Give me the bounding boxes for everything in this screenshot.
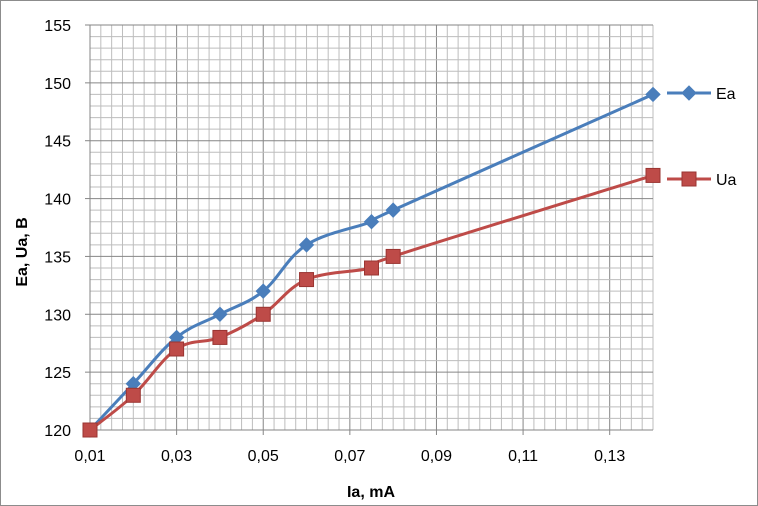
series-ua — [82, 167, 661, 438]
legend-marker-ea — [681, 85, 697, 101]
y-tick-label: 145 — [44, 134, 71, 151]
legend: Ea Ua — [667, 85, 737, 189]
data-point-ua — [299, 272, 315, 288]
data-point-ea — [363, 214, 380, 230]
x-tick-label: 0,09 — [421, 448, 452, 465]
data-point-ea — [298, 237, 315, 253]
series-group — [82, 86, 661, 438]
x-tick-label: 0,11 — [508, 448, 538, 465]
x-axis-title: Ia, mA — [347, 484, 395, 501]
x-tick-label: 0,07 — [334, 448, 365, 465]
y-tick-label: 130 — [44, 307, 71, 324]
data-point-ua — [385, 248, 401, 264]
y-tick-labels: 120 125 130 135 140 145 150 155 — [44, 18, 90, 440]
y-tick-label: 150 — [44, 76, 71, 93]
y-tick-label: 135 — [44, 249, 71, 266]
y-tick-label: 140 — [44, 192, 71, 209]
x-tick-label: 0,01 — [74, 448, 105, 465]
series-line-ea — [88, 93, 654, 432]
data-point-ua — [82, 422, 98, 438]
axes — [89, 25, 653, 431]
data-point-ua — [255, 306, 271, 322]
data-point-ua — [169, 341, 185, 357]
data-point-ea — [385, 202, 401, 218]
x-tick-label: 0,13 — [594, 448, 625, 465]
series-ea — [82, 86, 661, 438]
y-tick-label: 155 — [44, 18, 71, 35]
x-tick-labels: 0,01 0,03 0,05 0,07 0,09 0,11 0,13 — [74, 430, 625, 465]
y-tick-label: 120 — [44, 423, 71, 440]
y-tick-label: 125 — [44, 365, 71, 382]
y-axis-title: Ea, Ua, B — [14, 217, 31, 286]
series-line-ua — [89, 173, 654, 432]
x-tick-label: 0,03 — [161, 448, 192, 465]
data-point-ua — [645, 167, 661, 183]
legend-label-ua: Ua — [716, 172, 737, 189]
data-point-ua — [125, 387, 141, 403]
data-point-ua — [364, 260, 379, 276]
legend-label-ea: Ea — [716, 86, 736, 103]
legend-marker-ua — [681, 171, 697, 187]
x-tick-label: 0,05 — [248, 448, 279, 465]
data-point-ua — [212, 329, 228, 345]
data-point-ea — [645, 86, 661, 103]
data-point-ea — [212, 306, 228, 322]
data-point-ea — [255, 283, 271, 299]
